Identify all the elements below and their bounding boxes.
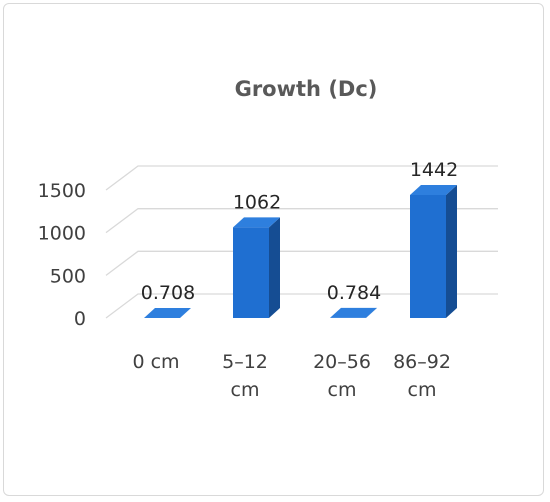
bar-side bbox=[446, 184, 457, 318]
bar bbox=[144, 307, 191, 318]
bars bbox=[144, 184, 457, 318]
bar bbox=[330, 307, 377, 318]
gridlines bbox=[105, 165, 498, 319]
bar-front bbox=[410, 194, 446, 318]
x-tick-line: cm bbox=[328, 379, 357, 401]
bar-side bbox=[269, 217, 280, 318]
y-tick-label: 1500 bbox=[38, 180, 86, 202]
gridline bbox=[105, 208, 498, 234]
chart-title: Growth (Dc) bbox=[235, 77, 378, 101]
y-axis-ticks: 0 500 1000 1500 bbox=[38, 180, 86, 330]
data-label: 1442 bbox=[410, 159, 458, 181]
data-label: 0.708 bbox=[141, 282, 195, 304]
data-labels: 0.708 1062 0.784 1442 bbox=[141, 159, 458, 304]
data-label: 1062 bbox=[233, 191, 281, 213]
x-tick-label: 86–92 cm bbox=[393, 351, 451, 401]
x-tick-line: cm bbox=[231, 379, 260, 401]
x-tick-line: 0 cm bbox=[132, 351, 179, 373]
y-tick-label: 1000 bbox=[38, 223, 86, 245]
bar-top bbox=[233, 217, 280, 228]
x-tick-line: 86–92 bbox=[393, 351, 451, 373]
y-tick-label: 0 bbox=[74, 308, 86, 330]
x-tick-line: cm bbox=[408, 379, 437, 401]
x-tick-line: 20–56 bbox=[313, 351, 371, 373]
bar-front bbox=[233, 227, 269, 318]
y-tick-label: 500 bbox=[50, 265, 86, 287]
bar-side bbox=[366, 307, 377, 318]
x-tick-label: 5–12 cm bbox=[222, 351, 268, 401]
data-label: 0.784 bbox=[327, 282, 381, 304]
x-tick-label: 20–56 cm bbox=[313, 351, 371, 401]
bar-top bbox=[330, 307, 377, 318]
bar bbox=[233, 217, 280, 318]
x-tick-label: 0 cm bbox=[132, 351, 179, 373]
x-tick-line: 5–12 bbox=[222, 351, 268, 373]
x-axis-ticks: 0 cm 5–12 cm 20–56 cm 86–92 cm bbox=[132, 351, 450, 401]
gridline bbox=[105, 165, 498, 191]
bar-top bbox=[144, 307, 191, 318]
gridline bbox=[105, 250, 498, 276]
bar-side bbox=[180, 307, 191, 318]
gridline bbox=[105, 293, 498, 319]
bar-top bbox=[410, 184, 457, 195]
bar bbox=[410, 184, 457, 318]
